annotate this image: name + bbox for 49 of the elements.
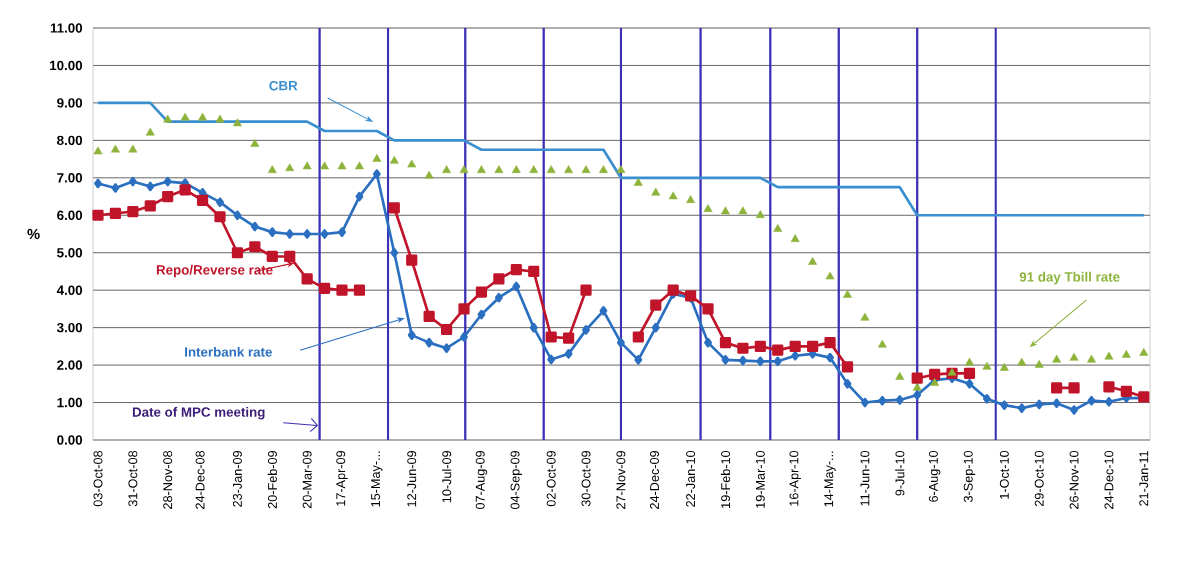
y-tick-label: 2.00 <box>57 360 83 370</box>
y-tick-label: 6.00 <box>57 210 83 220</box>
x-tick-label: 27-Nov-09 <box>616 451 626 509</box>
x-tick-label: 03-Oct-08 <box>93 450 103 507</box>
x-tick-label: 07-Aug-09 <box>475 451 488 510</box>
y-tick-label: 4.00 <box>56 285 83 295</box>
x-tick-label: 6-Aug-10 <box>928 450 941 502</box>
x-tick-label: 28-Nov-08 <box>163 450 173 509</box>
legend-label: Repo/Reverse rate <box>156 264 273 278</box>
text: 91 day Tbill rate <box>1019 271 1120 285</box>
x-tick-label: 24-Dec-08 <box>195 450 205 509</box>
x-tick-label: 14-May-... <box>824 451 836 507</box>
annotation: Date of MPC meeting <box>132 406 265 420</box>
x-tick-label: 23-Jan-09 <box>232 451 242 507</box>
y-axis-title: % <box>27 228 40 240</box>
x-tick-label: 19-Feb-10 <box>720 450 731 508</box>
x-tick-label: 1-Oct-10 <box>999 450 1009 499</box>
x-tick-label: 16-Apr-10 <box>789 450 801 506</box>
x-tick-label: 19-Mar-10 <box>755 450 765 508</box>
x-tick-label: 17-Apr-09 <box>336 451 348 506</box>
x-tick-label: 12-Jun-09 <box>407 451 417 507</box>
x-tick-label: 02-Oct-09 <box>546 451 556 507</box>
y-tick-label: 10.00 <box>50 60 83 71</box>
x-tick-label: 22-Jan-10 <box>686 450 696 507</box>
y-tick-label: 3.00 <box>56 322 83 333</box>
x-tick-label: 30-Oct-09 <box>581 451 591 507</box>
x-tick-label: 3-Sep-10 <box>963 450 976 503</box>
x-tick-label: 24-Dec-10 <box>1104 450 1114 509</box>
x-tick-label: 31-Oct-08 <box>128 450 138 507</box>
text: CBR <box>269 80 298 91</box>
x-tick-label: 29-Oct-10 <box>1034 450 1044 507</box>
x-tick-label: 26-Nov-10 <box>1069 450 1079 509</box>
y-tick-label: 1.00 <box>57 397 83 408</box>
y-tick-label: 5.00 <box>57 248 83 258</box>
x-tick-label: 24-Dec-09 <box>650 451 659 509</box>
x-tick-label: 11-Jun-10 <box>860 450 870 506</box>
text: Interbank rate <box>185 346 272 357</box>
x-tick-label: 21-Jan-11 <box>1139 451 1149 506</box>
x-tick-label: 9-Jul-10 <box>895 450 905 496</box>
x-tick-label: 04-Sep-09 <box>510 451 523 510</box>
y-tick-label: 11.00 <box>50 23 83 33</box>
y-tick-label: 9.00 <box>57 98 83 108</box>
y-tick-label: 8.00 <box>57 135 83 146</box>
x-tick-label: 15-May-... <box>371 451 383 507</box>
x-tick-label: 20-Feb-09 <box>267 451 277 509</box>
x-tick-label: 10-Jul-09 <box>441 451 452 503</box>
x-tick-label: 20-Mar-09 <box>302 451 312 509</box>
y-tick-label: 7.00 <box>57 173 83 183</box>
y-tick-label: 0.00 <box>57 435 83 445</box>
